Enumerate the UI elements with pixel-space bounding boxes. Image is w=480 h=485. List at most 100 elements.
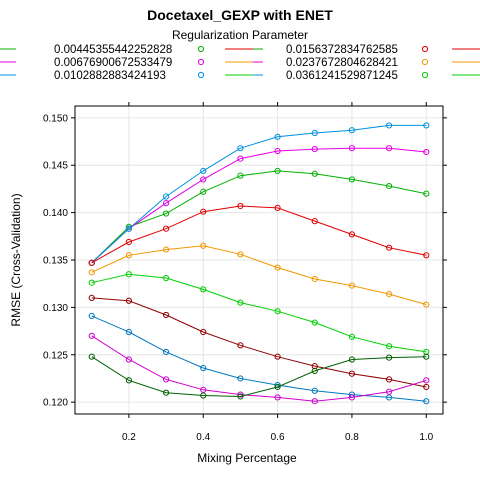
data-point: [162, 389, 170, 396]
data-point: [423, 148, 430, 156]
x-tick-label: 1.0: [419, 432, 433, 443]
series-line: [91, 124, 427, 264]
legend-label: 0.0237672804628421: [286, 57, 398, 69]
data-point: [386, 182, 393, 190]
data-point: [386, 376, 393, 383]
y-tick-label: 0.125: [43, 350, 68, 361]
x-tick-label: 0.8: [345, 432, 359, 443]
y-tick-label: 0.145: [43, 161, 68, 172]
data-point: [200, 392, 207, 399]
data-point: [311, 129, 318, 137]
data-point: [311, 319, 318, 326]
chart-title: Docetaxel_GEXP with ENET: [147, 7, 333, 23]
legend-point-key: [421, 71, 429, 79]
series-line: [91, 335, 427, 402]
plot-area: 0.2 0.4 0.6 0.8 1.0 0.120 0.125 0.130 0.135 0.140…: [43, 102, 447, 443]
data-point: [386, 291, 393, 298]
legend-label: 0.0156372834762585: [286, 44, 398, 56]
data-point: [348, 145, 356, 152]
data-point: [237, 145, 244, 152]
data-point: [423, 377, 430, 384]
data-point: [88, 312, 95, 320]
data-point: [162, 348, 170, 356]
data-point: [386, 343, 393, 350]
data-point: [237, 172, 244, 179]
data-point: [237, 375, 244, 382]
data-point: [162, 246, 170, 253]
legend-label: 0.0361241529871245: [286, 70, 398, 82]
data-point: [386, 388, 393, 395]
data-point: [88, 269, 95, 276]
data-point: [311, 170, 318, 177]
y-tick-label: 0.130: [43, 303, 68, 314]
data-point: [423, 301, 430, 308]
data-point: [200, 328, 207, 336]
data-point: [237, 391, 244, 398]
series-line: [91, 147, 427, 264]
y-tick-label: 0.150: [43, 113, 68, 124]
legend: 0.004453554422528280.006769006725334790.…: [0, 44, 480, 82]
data-point: [162, 200, 170, 207]
legend-label: 0.0102882883424193: [54, 70, 166, 82]
data-point: [423, 398, 430, 405]
data-point: [237, 393, 244, 400]
data-point: [162, 193, 170, 200]
data-point: [162, 376, 170, 383]
data-point: [125, 271, 132, 278]
series-line: [91, 273, 427, 353]
data-point: [88, 294, 95, 302]
series-line: [91, 356, 427, 398]
series-line: [91, 297, 427, 388]
y-tick-label: 0.135: [43, 256, 68, 267]
data-point: [200, 176, 207, 183]
data-point: [348, 356, 356, 363]
data-point: [348, 333, 356, 340]
data-point: [386, 145, 393, 152]
data-point: [348, 176, 356, 183]
data-point: [423, 383, 430, 391]
legend-point-key: [197, 45, 205, 53]
legend-label: 0.00676900672533479: [54, 57, 172, 69]
series-line: [91, 205, 427, 264]
data-point: [237, 155, 244, 162]
legend-point-key: [421, 45, 429, 53]
data-point: [88, 279, 95, 286]
data-point: [274, 353, 281, 360]
data-point: [88, 353, 95, 360]
data-point: [88, 332, 95, 339]
data-point: [88, 259, 95, 266]
data-point: [162, 311, 170, 319]
x-tick-label: 0.4: [196, 432, 210, 443]
data-point: [200, 167, 207, 175]
series-line: [91, 315, 427, 402]
data-point: [274, 381, 281, 389]
data-point: [274, 308, 281, 315]
data-point: [348, 282, 356, 289]
data-point: [200, 208, 207, 215]
data-point: [274, 204, 281, 211]
data-point: [311, 387, 318, 394]
data-point: [348, 231, 356, 238]
data-point: [274, 394, 281, 401]
data-point: [386, 244, 393, 251]
x-axis-label: Mixing Percentage: [197, 451, 297, 465]
data-point: [311, 367, 318, 374]
legend-point-key: [421, 58, 429, 66]
y-axis-label: RMSE (Cross-Validation): [9, 193, 23, 326]
data-point: [386, 354, 393, 361]
data-point: [237, 251, 244, 258]
data-point: [200, 286, 207, 293]
data-point: [237, 342, 244, 349]
data-point: [200, 188, 207, 195]
data-point: [125, 252, 132, 259]
data-point: [274, 167, 281, 175]
data-point: [348, 370, 356, 377]
data-point: [423, 252, 430, 259]
data-point: [274, 133, 281, 140]
data-point: [237, 299, 244, 306]
data-point: [274, 264, 281, 271]
data-point: [125, 377, 132, 384]
data-point: [200, 364, 207, 372]
data-point: [274, 147, 281, 155]
data-point: [423, 353, 430, 360]
